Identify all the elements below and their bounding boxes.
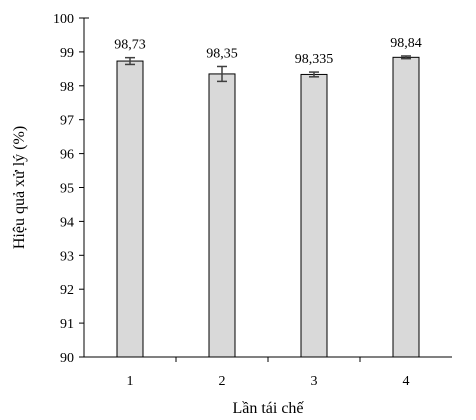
error-bar <box>401 55 411 60</box>
y-tick-label: 98 <box>60 80 74 95</box>
y-tick-label: 100 <box>53 12 74 27</box>
y-tick-label: 96 <box>60 148 74 163</box>
data-labels: 98,73 98,35 98,335 98,84 <box>114 36 422 67</box>
y-tick-label: 97 <box>60 114 74 129</box>
bar-series <box>116 56 420 358</box>
x-tick-label: 4 <box>403 374 410 389</box>
x-axis-ticks: 1 2 3 4 <box>127 357 410 389</box>
x-tick-label: 2 <box>219 374 226 389</box>
data-label: 98,84 <box>390 36 422 51</box>
y-tick-label: 90 <box>60 351 74 366</box>
y-tick-label: 95 <box>60 182 74 197</box>
bar <box>116 60 144 358</box>
x-tick-label: 3 <box>311 374 318 389</box>
bar <box>300 73 328 358</box>
y-tick-label: 92 <box>60 283 74 298</box>
y-tick-label: 94 <box>60 215 74 230</box>
y-tick-label: 99 <box>60 46 74 61</box>
data-label: 98,73 <box>114 38 146 53</box>
error-bars <box>125 55 411 83</box>
bar <box>392 56 420 358</box>
bar <box>208 73 236 358</box>
error-bar <box>217 65 227 83</box>
y-tick-label: 91 <box>60 317 74 332</box>
y-tick-label: 93 <box>60 249 74 264</box>
data-label: 98,35 <box>206 46 238 61</box>
error-bar <box>125 56 135 66</box>
error-bar <box>309 71 319 78</box>
y-axis-ticks: 90 91 92 93 94 95 96 97 98 99 100 <box>53 12 84 366</box>
data-label: 98,335 <box>295 52 334 67</box>
x-axis-title: Lần tái chế <box>232 400 304 417</box>
x-tick-label: 1 <box>127 374 134 389</box>
y-axis-title: Hiệu quả xử lý (%) <box>11 126 28 249</box>
